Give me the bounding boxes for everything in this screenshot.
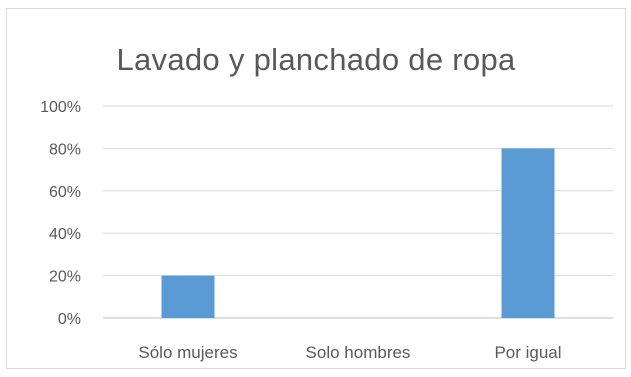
y-tick-label: 60% [49,184,81,201]
y-tick-label: 100% [40,99,81,116]
x-tick-label: Solo hombres [306,343,411,362]
bars [161,148,555,318]
y-tick-label: 20% [49,269,81,286]
x-tick-label: Por igual [494,343,561,362]
y-tick-label: 40% [49,226,81,243]
y-tick-label: 0% [58,311,81,328]
x-tick-labels: Sólo mujeres Solo hombres Por igual [138,343,561,362]
y-tick-label: 80% [49,141,81,158]
x-tick-label: Sólo mujeres [138,343,237,362]
y-tick-labels: 0% 20% 40% 60% 80% 100% [40,99,81,328]
chart-title: Lavado y planchado de ropa [116,42,516,77]
bar [501,148,555,318]
bar [161,275,215,318]
